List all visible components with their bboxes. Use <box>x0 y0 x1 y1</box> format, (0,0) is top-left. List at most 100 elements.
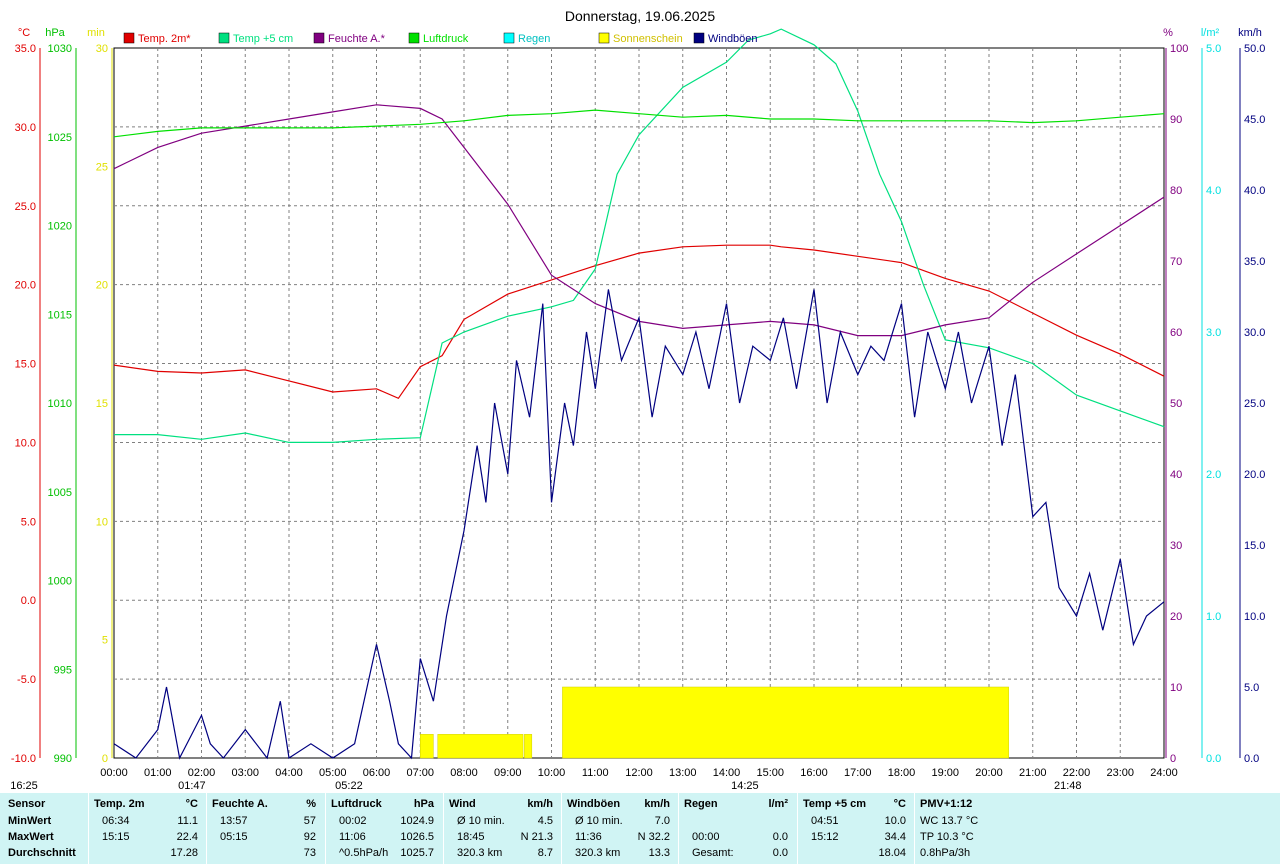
stats-row-label: MaxWert <box>8 831 54 843</box>
humidity-tick-label: 50 <box>1170 398 1182 410</box>
stats-table: Sensor Temp. 2m °C Feuchte A.% Luftdruck hPa W… <box>0 793 1280 864</box>
stats-cell-value: 34.4 <box>884 831 906 843</box>
series-line <box>113 244 1165 400</box>
humidity-tick-label: 0 <box>1170 753 1176 765</box>
rain-tick-label: 0.0 <box>1206 753 1221 765</box>
stats-cell-value: 7.0 <box>654 815 670 827</box>
stats-header-unit: l/m² <box>768 798 788 810</box>
wind-tick-label: 25.0 <box>1244 398 1265 410</box>
stats-cell-time: 04:51 <box>811 815 839 827</box>
sun-tick-label: 15 <box>96 398 108 410</box>
chart-title: Donnerstag, 19.06.2025 <box>565 8 715 24</box>
stats-cell-value: 0.0 <box>772 847 788 859</box>
x-tick-label: 20:00 <box>975 767 1003 779</box>
temp-tick-label: -5.0 <box>17 674 36 686</box>
legend-swatch <box>218 32 230 44</box>
temp-tick-label: 20.0 <box>15 280 36 292</box>
pressure-tick-label: 1015 <box>48 309 72 321</box>
x-tick-label: 06:00 <box>363 767 391 779</box>
x-tick-label: 19:00 <box>931 767 959 779</box>
x-tick-label: 12:00 <box>625 767 653 779</box>
stats-cell-time: Ø 10 min. <box>457 815 505 827</box>
temp-tick-label: 25.0 <box>15 201 36 213</box>
stats-cell-time: 320.3 km <box>575 847 621 859</box>
stats-header-unit: % <box>306 798 316 810</box>
legend-swatch <box>123 32 135 44</box>
stats-separator <box>443 793 444 864</box>
legend-swatch <box>693 32 705 44</box>
sun-marker-label: 01:47 <box>178 780 206 792</box>
x-tick-label: 14:00 <box>713 767 741 779</box>
sun-marker-label: 21:48 <box>1054 780 1082 792</box>
stats-cell-time: 00:02 <box>339 815 367 827</box>
x-tick-label: 05:00 <box>319 767 347 779</box>
stats-cell-value: 1024.9 <box>400 815 434 827</box>
wind-tick-label: 45.0 <box>1244 114 1265 126</box>
stats-header-hum: Feuchte A. <box>212 798 268 810</box>
stats-cell-time: 11:06 <box>339 831 366 843</box>
humidity-tick-label: 90 <box>1170 114 1182 126</box>
wind-tick-label: 5.0 <box>1244 682 1259 694</box>
series-line <box>113 104 1165 337</box>
rain-tick-label: 2.0 <box>1206 469 1221 481</box>
sun-marker-label: 05:22 <box>335 780 363 792</box>
legend-swatch <box>503 32 515 44</box>
stats-cell-time: 320.3 km <box>457 847 503 859</box>
legend-label: Temp. 2m* <box>138 33 191 45</box>
series-line <box>113 289 1165 760</box>
rain-tick-label: 4.0 <box>1206 185 1221 197</box>
humidity-tick-label: 70 <box>1170 256 1182 268</box>
x-tick-label: 00:00 <box>100 767 128 779</box>
stats-row-label: MinWert <box>8 815 52 827</box>
stats-row-label: Durchschnitt <box>8 847 76 859</box>
x-tick-label: 13:00 <box>669 767 697 779</box>
stats-header-sensor: Sensor <box>8 798 46 810</box>
stats-cell-time: 06:34 <box>102 815 130 827</box>
x-tick-label: 15:00 <box>756 767 784 779</box>
sun-tick-label: 20 <box>96 280 108 292</box>
humidity-tick-label: 80 <box>1170 185 1182 197</box>
stats-cell-time: 00:00 <box>692 831 720 843</box>
temp-tick-label: 15.0 <box>15 359 36 371</box>
x-tick-label: 16:00 <box>800 767 828 779</box>
sun-tick-label: 0 <box>102 753 108 765</box>
stats-cell-value: 92 <box>303 831 316 843</box>
x-tick-label: 22:00 <box>1063 767 1091 779</box>
sun-tick-label: 25 <box>96 161 108 173</box>
temp-tick-label: 5.0 <box>21 516 36 528</box>
humidity-tick-label: 60 <box>1170 327 1182 339</box>
stats-separator <box>561 793 562 864</box>
stats-separator <box>797 793 798 864</box>
stats-cell-value: 4.5 <box>537 815 553 827</box>
stats-header-unit: hPa <box>413 798 434 810</box>
humidity-tick-label: 40 <box>1170 469 1182 481</box>
stats-cell-time: Ø 10 min. <box>575 815 623 827</box>
stats-cell-time: 05:15 <box>220 831 248 843</box>
pressure-tick-label: 1020 <box>48 221 72 233</box>
sunshine-bar <box>420 734 434 759</box>
rain-tick-label: 5.0 <box>1206 43 1221 55</box>
humidity-tick-label: 20 <box>1170 611 1182 623</box>
x-tick-label: 02:00 <box>188 767 216 779</box>
sun-tick-label: 10 <box>96 516 108 528</box>
x-tick-label: 07:00 <box>406 767 434 779</box>
temp-tick-label: 10.0 <box>15 437 36 449</box>
wind-tick-label: 40.0 <box>1244 185 1265 197</box>
x-tick-label: 09:00 <box>494 767 522 779</box>
temp-tick-label: 35.0 <box>15 43 36 55</box>
pressure-tick-label: 990 <box>54 753 72 765</box>
legend-label: Regen <box>518 33 550 45</box>
humidity-tick-label: 30 <box>1170 540 1182 552</box>
legend-label: Feuchte A.* <box>328 33 386 45</box>
wind-tick-label: 20.0 <box>1244 469 1265 481</box>
stats-header-gust: Windböen <box>567 798 621 810</box>
stats-header-unit: °C <box>185 798 198 810</box>
stats-cell-value: N 32.2 <box>637 831 670 843</box>
wind-tick-label: 15.0 <box>1244 540 1265 552</box>
humidity-unit: % <box>1163 27 1173 39</box>
pressure-tick-label: 1000 <box>48 576 72 588</box>
temp-tick-label: 30.0 <box>15 122 36 134</box>
x-tick-label: 23:00 <box>1106 767 1134 779</box>
stats-cell-value: 13.3 <box>648 847 670 859</box>
stats-cell-value: 8.7 <box>537 847 553 859</box>
